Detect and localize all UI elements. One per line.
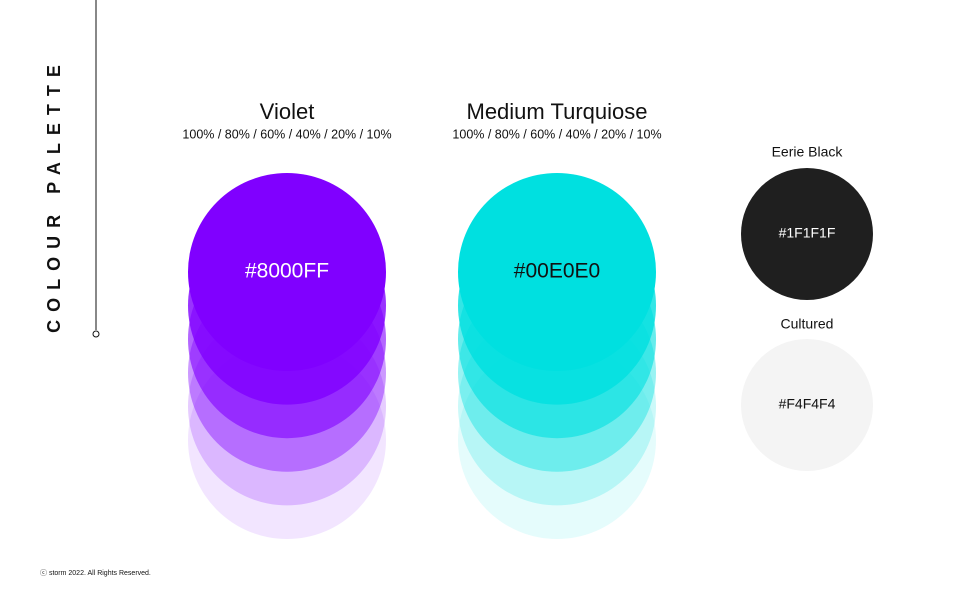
turquoise-group: Medium Turquiose 100% / 80% / 60% / 40% …	[452, 99, 662, 539]
hex-code: #00E0E0	[514, 260, 600, 283]
palette-name: Cultured	[781, 316, 834, 332]
shade-list: 100% / 80% / 60% / 40% / 20% / 10%	[182, 127, 391, 141]
page-title: COLOUR PALETTE	[44, 57, 64, 333]
swatch	[741, 168, 873, 300]
shade-circle	[458, 173, 656, 371]
hex-code: #1F1F1F	[779, 225, 836, 241]
swatch	[741, 339, 873, 471]
shade-circle	[188, 173, 386, 371]
rule-dot	[92, 330, 100, 338]
violet-group: Violet 100% / 80% / 60% / 40% / 20% / 10…	[182, 99, 392, 539]
palette-name: Violet	[260, 99, 315, 124]
footer: ⓒ storm 2022. All Rights Reserved.	[40, 569, 151, 577]
palette-name: Medium Turquiose	[467, 99, 648, 124]
hex-code: #8000FF	[245, 260, 329, 283]
palette-name: Eerie Black	[772, 144, 844, 160]
hex-code: #F4F4F4	[779, 396, 836, 412]
shade-list: 100% / 80% / 60% / 40% / 20% / 10%	[452, 127, 661, 141]
